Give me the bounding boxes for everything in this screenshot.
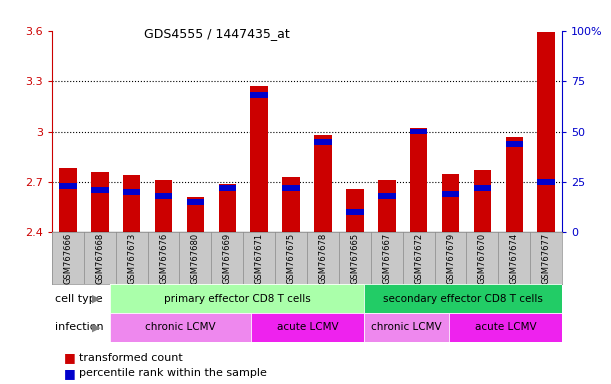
Bar bbox=[364, 313, 449, 342]
Bar bbox=[251, 313, 364, 342]
Bar bbox=[123, 189, 141, 195]
Bar bbox=[186, 199, 204, 205]
Text: ▶: ▶ bbox=[92, 293, 101, 304]
Bar bbox=[91, 187, 109, 193]
Bar bbox=[378, 180, 395, 232]
Bar bbox=[59, 169, 76, 232]
Bar bbox=[282, 177, 300, 232]
Bar bbox=[251, 86, 268, 232]
Bar bbox=[505, 141, 523, 147]
Bar bbox=[474, 185, 491, 191]
Text: GSM767676: GSM767676 bbox=[159, 233, 168, 284]
Text: GSM767671: GSM767671 bbox=[255, 233, 264, 284]
Text: chronic LCMV: chronic LCMV bbox=[145, 322, 216, 333]
Text: chronic LCMV: chronic LCMV bbox=[371, 322, 442, 333]
Text: percentile rank within the sample: percentile rank within the sample bbox=[79, 368, 267, 378]
Text: GSM767673: GSM767673 bbox=[127, 233, 136, 284]
Bar bbox=[123, 175, 141, 232]
Bar bbox=[219, 185, 236, 191]
Bar bbox=[219, 184, 236, 232]
Text: secondary effector CD8 T cells: secondary effector CD8 T cells bbox=[383, 293, 543, 304]
Text: transformed count: transformed count bbox=[79, 353, 183, 363]
Text: GSM767678: GSM767678 bbox=[318, 233, 327, 284]
Text: ■: ■ bbox=[64, 351, 76, 364]
Text: GSM767665: GSM767665 bbox=[350, 233, 359, 284]
Text: infection: infection bbox=[55, 322, 104, 333]
Text: GSM767670: GSM767670 bbox=[478, 233, 487, 284]
Bar bbox=[346, 189, 364, 232]
Bar bbox=[378, 193, 395, 199]
Text: GSM767672: GSM767672 bbox=[414, 233, 423, 284]
Bar bbox=[538, 179, 555, 185]
Bar bbox=[155, 193, 172, 199]
Bar bbox=[282, 185, 300, 191]
Text: GDS4555 / 1447435_at: GDS4555 / 1447435_at bbox=[144, 27, 290, 40]
Bar bbox=[474, 170, 491, 232]
Text: GSM767680: GSM767680 bbox=[191, 233, 200, 284]
Bar bbox=[110, 284, 364, 313]
Text: GSM767669: GSM767669 bbox=[223, 233, 232, 284]
Bar bbox=[410, 129, 428, 134]
Bar bbox=[442, 191, 459, 197]
Text: GSM767675: GSM767675 bbox=[287, 233, 296, 284]
Bar bbox=[91, 172, 109, 232]
Text: GSM767679: GSM767679 bbox=[446, 233, 455, 284]
Bar bbox=[59, 183, 76, 189]
Bar bbox=[186, 197, 204, 232]
Bar bbox=[155, 180, 172, 232]
Bar bbox=[505, 137, 523, 232]
Text: GSM767674: GSM767674 bbox=[510, 233, 519, 284]
Text: GSM767668: GSM767668 bbox=[95, 233, 104, 284]
Text: GSM767666: GSM767666 bbox=[64, 233, 72, 284]
Text: ▶: ▶ bbox=[92, 322, 101, 333]
Bar bbox=[346, 209, 364, 215]
Text: GSM767667: GSM767667 bbox=[382, 233, 391, 284]
Bar bbox=[110, 313, 251, 342]
Bar bbox=[314, 139, 332, 144]
Bar bbox=[538, 32, 555, 232]
Bar bbox=[449, 313, 562, 342]
Text: ■: ■ bbox=[64, 367, 76, 380]
Text: acute LCMV: acute LCMV bbox=[277, 322, 338, 333]
Text: primary effector CD8 T cells: primary effector CD8 T cells bbox=[164, 293, 310, 304]
Bar bbox=[251, 92, 268, 98]
Text: acute LCMV: acute LCMV bbox=[475, 322, 536, 333]
Text: cell type: cell type bbox=[55, 293, 103, 304]
Text: GSM767677: GSM767677 bbox=[542, 233, 551, 284]
Bar bbox=[410, 128, 428, 232]
Bar bbox=[442, 174, 459, 232]
Bar bbox=[314, 135, 332, 232]
Bar bbox=[364, 284, 562, 313]
